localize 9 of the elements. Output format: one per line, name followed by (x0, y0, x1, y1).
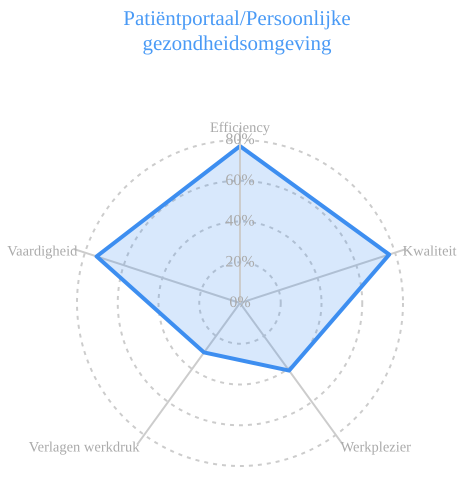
spoke-label: Kwaliteit (402, 243, 457, 260)
spoke-label: Verlagen werkdruk (28, 440, 140, 456)
spoke-label: Vaardigheid (7, 243, 78, 260)
y-tick-label: 60% (225, 172, 255, 189)
chart-title: Patiëntportaal/Persoonlijke gezondheidsomgeving (122, 6, 352, 56)
y-tick-label: 20% (225, 253, 255, 270)
y-tick-label: 0% (229, 294, 251, 311)
spoke-label: Werkplezier (340, 440, 412, 456)
y-tick-label: 40% (225, 212, 255, 230)
